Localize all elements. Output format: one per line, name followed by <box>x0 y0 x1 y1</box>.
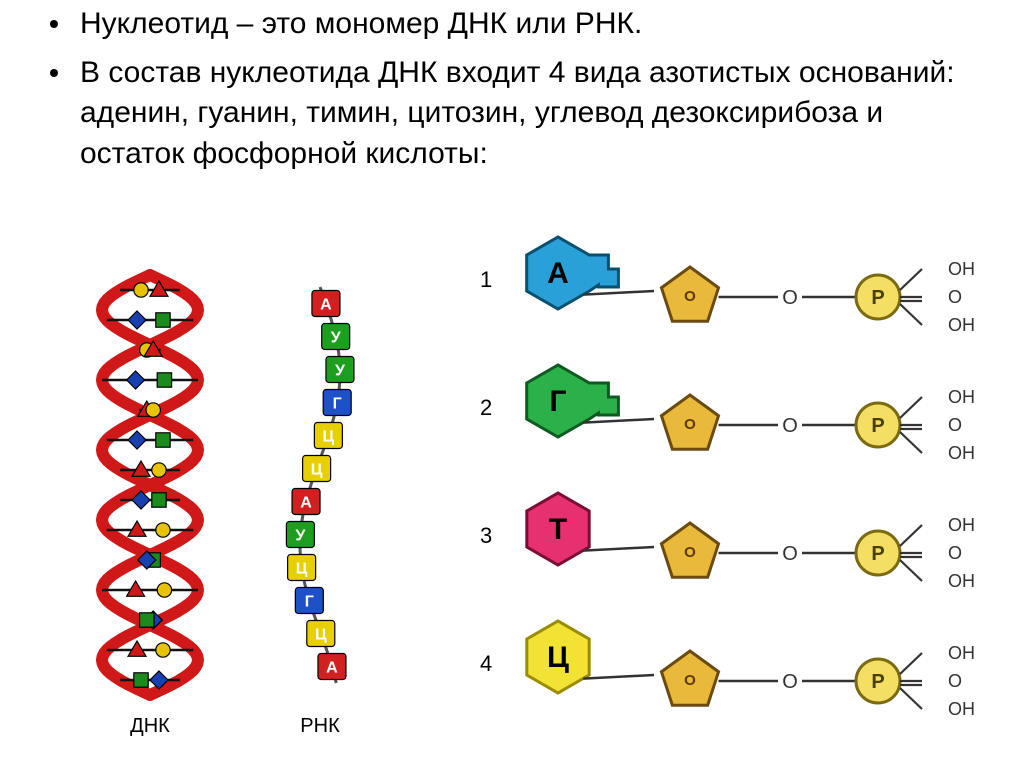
svg-text:P: P <box>871 543 884 565</box>
svg-text:OH: OH <box>948 315 975 335</box>
svg-text:Ц: Ц <box>296 561 308 578</box>
svg-text:O: O <box>684 288 696 305</box>
nucleotide-number: 1 <box>480 267 492 293</box>
svg-text:У: У <box>331 330 342 347</box>
svg-text:Т: Т <box>549 513 567 546</box>
nucleotide-svg: Ц O O P OH O OH <box>480 609 1024 729</box>
nucleotide-diagrams: 1 А O O P OH O OH 2 Г O O P OH O OH 3 Т O O P OH O OH 4 Ц O O P OH O OH <box>480 225 1024 745</box>
nucleotide-row-А: 1 А O O P OH O OH <box>480 225 1024 335</box>
svg-text:Ц: Ц <box>323 429 335 446</box>
svg-text:А: А <box>326 660 338 677</box>
svg-text:Г: Г <box>305 594 314 611</box>
svg-text:O: O <box>948 671 962 691</box>
nucleotide-number: 3 <box>480 523 492 549</box>
svg-text:Ц: Ц <box>311 462 323 479</box>
nucleotide-number: 4 <box>480 651 492 677</box>
svg-text:А: А <box>300 495 312 512</box>
svg-text:O: O <box>684 544 696 561</box>
svg-text:OH: OH <box>948 443 975 463</box>
svg-text:O: O <box>948 415 962 435</box>
nucleotide-row-Т: 3 Т O O P OH O OH <box>480 481 1024 591</box>
svg-text:O: O <box>782 415 798 437</box>
svg-text:А: А <box>547 257 569 290</box>
bullet-1: Нуклеотид – это мономер ДНК или РНК. <box>0 0 1024 49</box>
rna-label: РНК <box>270 715 370 738</box>
svg-text:Г: Г <box>549 385 566 418</box>
svg-text:Ц: Ц <box>547 641 569 674</box>
nucleotide-svg: А O O P OH O OH <box>480 225 1024 345</box>
svg-text:P: P <box>871 671 884 693</box>
svg-text:O: O <box>684 672 696 689</box>
svg-text:O: O <box>782 671 798 693</box>
nucleotide-row-Ц: 4 Ц O O P OH O OH <box>480 609 1024 719</box>
svg-text:OH: OH <box>948 387 975 407</box>
svg-text:А: А <box>320 297 332 314</box>
svg-text:O: O <box>684 416 696 433</box>
svg-text:O: O <box>948 543 962 563</box>
svg-text:OH: OH <box>948 699 975 719</box>
svg-text:У: У <box>295 528 306 545</box>
svg-text:P: P <box>871 415 884 437</box>
page: Нуклеотид – это мономер ДНК или РНК. В с… <box>0 0 1024 767</box>
bullet-marker <box>50 69 58 77</box>
nucleotide-svg: Г O O P OH O OH <box>480 353 1024 473</box>
bullet-2-text: В состав нуклеотида ДНК входит 4 вида аз… <box>80 53 994 175</box>
nucleotide-svg: Т O O P OH O OH <box>480 481 1024 601</box>
bullet-marker <box>50 20 58 28</box>
svg-text:OH: OH <box>948 515 975 535</box>
bullet-2: В состав нуклеотида ДНК входит 4 вида аз… <box>0 49 1024 179</box>
dna-rna-figure: АУУГЦЦАУЦГЦА ДНК РНК <box>70 265 430 745</box>
svg-text:O: O <box>782 287 798 309</box>
nucleotide-row-Г: 2 Г O O P OH O OH <box>480 353 1024 463</box>
dna-rna-svg: АУУГЦЦАУЦГЦА <box>70 265 430 715</box>
bullet-1-text: Нуклеотид – это мономер ДНК или РНК. <box>80 4 642 45</box>
svg-text:OH: OH <box>948 643 975 663</box>
svg-text:Г: Г <box>333 396 342 413</box>
nucleotide-number: 2 <box>480 395 492 421</box>
svg-text:P: P <box>871 287 884 309</box>
svg-text:Ц: Ц <box>315 627 327 644</box>
svg-text:O: O <box>948 287 962 307</box>
figures: АУУГЦЦАУЦГЦА ДНК РНК 1АOOPOHOOH2ГOOPOHOO… <box>30 255 994 755</box>
svg-text:O: O <box>782 543 798 565</box>
svg-text:OH: OH <box>948 259 975 279</box>
svg-text:OH: OH <box>948 571 975 591</box>
dna-label: ДНК <box>100 715 200 738</box>
svg-text:У: У <box>335 363 346 380</box>
